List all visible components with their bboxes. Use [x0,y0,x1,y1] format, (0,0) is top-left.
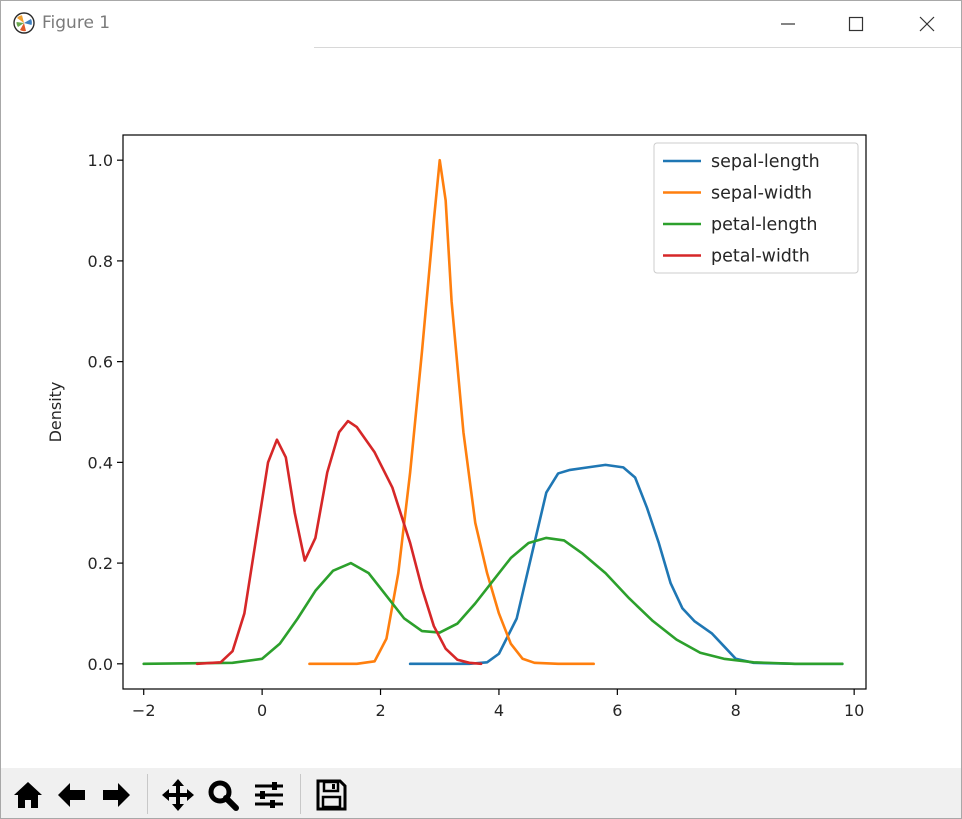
sliders-icon [255,782,283,808]
x-tick-label: 10 [844,701,864,720]
minimize-button[interactable] [765,1,811,47]
y-tick-label: 0.6 [88,353,113,372]
close-button[interactable] [904,1,950,47]
legend-label: sepal-length [711,152,820,172]
magnifier-icon [208,780,239,811]
legend-label: petal-width [711,247,810,267]
arrow-left-icon [58,783,85,807]
series-lines [142,158,844,666]
window-title: Figure 1 [42,13,111,33]
forward-button[interactable] [97,776,135,814]
y-tick-label: 1.0 [88,151,113,170]
zoom-button[interactable] [204,776,242,814]
minimize-icon [781,23,795,25]
y-axis: 0.0 0.2 0.4 0.6 0.8 1.0 [88,151,123,674]
x-tick-label: −2 [132,701,156,720]
series-line-petal-width [195,419,483,666]
toolbar-separator [300,774,301,814]
series-line-petal-length [142,536,844,666]
move-icon [162,779,194,811]
configure-subplots-button[interactable] [250,776,288,814]
legend-box [653,142,859,274]
home-icon [14,782,42,808]
y-axis-label: Density [46,382,65,443]
title-divider [314,47,961,48]
legend-label: sepal-width [711,184,812,204]
y-tick-label: 0.0 [88,655,113,674]
x-tick-label: 2 [375,701,385,720]
y-tick-label: 0.4 [88,453,113,472]
legend-label: petal-length [711,215,817,235]
x-axis: −2 0 2 4 6 8 10 [132,689,864,720]
maximize-icon [848,16,864,32]
series-line-sepal-length [408,463,844,666]
legend: sepal-length sepal-width petal-length petal… [653,142,859,274]
x-tick-label: 0 [257,701,267,720]
matplotlib-logo-icon [13,12,35,34]
title-bar[interactable]: Figure 1 [1,1,961,47]
series-line-sepal-width [308,158,595,666]
navigation-toolbar [1,768,961,818]
back-button[interactable] [53,776,91,814]
y-tick-label: 0.8 [88,252,113,271]
toolbar-separator [147,774,148,814]
x-tick-label: 6 [612,701,622,720]
chart-canvas[interactable]: −2 0 2 4 6 8 10 0.0 0.2 0.4 0.6 0.8 1.0 Density sep… [1,48,961,768]
x-tick-label: 8 [731,701,741,720]
axes-frame [122,134,867,690]
home-button[interactable] [9,776,47,814]
maximize-button[interactable] [833,1,879,47]
close-icon [919,16,935,32]
save-button[interactable] [312,776,350,814]
arrow-right-icon [103,783,130,807]
pan-button[interactable] [159,776,197,814]
floppy-disk-icon [316,779,347,811]
y-tick-label: 0.2 [88,554,113,573]
x-tick-label: 4 [494,701,504,720]
